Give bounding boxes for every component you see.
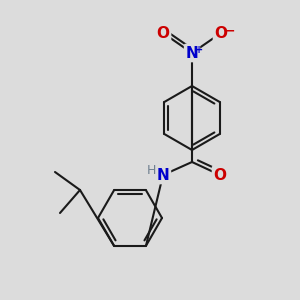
Text: O: O [214, 167, 226, 182]
Text: +: + [195, 45, 203, 55]
Text: O: O [157, 26, 169, 40]
Text: O: O [214, 26, 227, 40]
Text: −: − [225, 25, 235, 38]
Text: N: N [186, 46, 198, 61]
Text: N: N [157, 167, 169, 182]
Text: H: H [146, 164, 156, 178]
